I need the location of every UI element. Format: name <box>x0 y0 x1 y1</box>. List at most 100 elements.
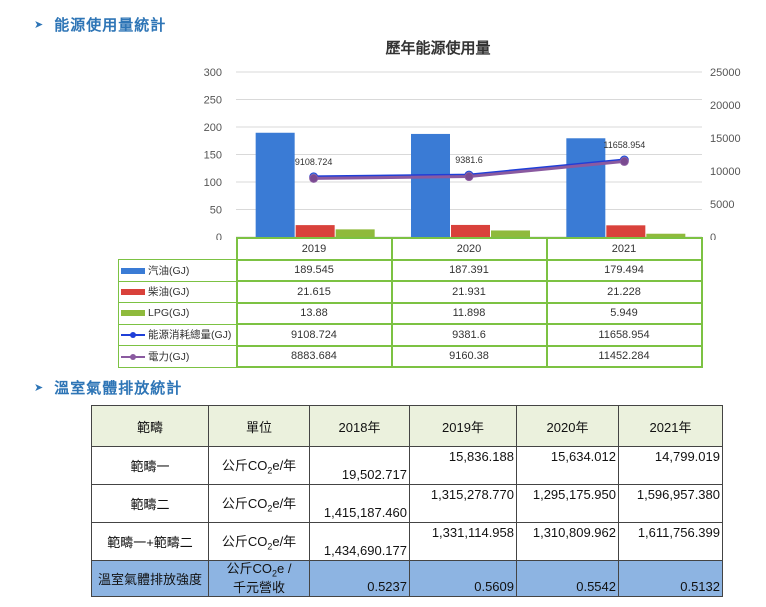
legend-diesel: 柴油(GJ) <box>118 280 237 303</box>
y-left-tick-label: 250 <box>204 95 222 107</box>
table-cell: 0.5132 <box>618 560 723 597</box>
table-cell: 1,596,957.380 <box>618 484 723 523</box>
table-cell: 0.5237 <box>309 560 410 597</box>
section-ghg-title: ➤ 溫室氣體排放統計 <box>34 377 182 398</box>
row-name: 範疇二 <box>91 484 209 523</box>
data-label: 9381.6 <box>455 155 483 165</box>
data-label: 13.88 <box>235 301 393 325</box>
section-energy-title: ➤ 能源使用量統計 <box>34 14 166 35</box>
table-cell: 15,634.012 <box>516 446 619 485</box>
table-cell: 15,836.188 <box>409 446 517 485</box>
column-header: 2020年 <box>516 405 619 447</box>
data-label: 9381.6 <box>390 323 548 347</box>
table-cell: 14,799.019 <box>618 446 723 485</box>
series-point <box>309 173 319 183</box>
bar <box>491 230 530 237</box>
table-row: 溫室氣體排放強度 公斤CO2e / 千元營收 0.5237 0.5609 0.55… <box>91 560 723 597</box>
data-label: 11452.284 <box>545 344 703 368</box>
data-label: 189.545 <box>235 258 393 282</box>
column-header: 2018年 <box>309 405 410 447</box>
data-label: 21.931 <box>390 280 548 304</box>
row-unit: 公斤CO2e/年 <box>208 446 310 485</box>
table-cell: 1,295,175.950 <box>516 484 619 523</box>
data-label: 21.615 <box>235 280 393 304</box>
legend-swatch <box>121 310 145 317</box>
legend-swatch <box>121 351 145 363</box>
y-right-tick-label: 20000 <box>710 100 741 112</box>
bar <box>295 225 335 237</box>
legend-gasoline: 汽油(GJ) <box>118 259 237 282</box>
bar <box>411 133 450 237</box>
data-label: 8883.684 <box>235 344 393 368</box>
row-name: 溫室氣體排放強度 <box>91 560 209 597</box>
data-label: 179.494 <box>545 258 703 282</box>
energy-chart: 歷年能源使用量 300 250 200 150 100 50 0 25000 20000 150… <box>204 39 741 240</box>
table-cell: 1,331,114.958 <box>409 522 517 561</box>
data-label: 11658.954 <box>603 140 645 150</box>
series-point <box>619 156 629 166</box>
bar <box>606 225 646 237</box>
ghg-table: 範疇 單位 2018年 2019年 2020年 2021年 範疇一 公斤CO2e… <box>91 405 723 597</box>
section-ghg-title-text: 溫室氣體排放統計 <box>54 379 183 397</box>
bar <box>646 233 686 237</box>
table-cell: 1,611,756.399 <box>618 522 723 561</box>
category-label: 2019 <box>235 237 393 261</box>
table-cell: 1,415,187.460 <box>309 484 410 523</box>
chart-title: 歷年能源使用量 <box>385 39 490 57</box>
legend-swatch <box>121 289 145 296</box>
data-label: 9108.724 <box>235 323 393 347</box>
table-cell: 1,310,809.962 <box>516 522 619 561</box>
data-label: 21.228 <box>545 280 703 304</box>
table-cell: 0.5542 <box>516 560 619 597</box>
row-name: 範疇一+範疇二 <box>91 522 209 561</box>
y-left-tick-label: 0 <box>216 232 222 240</box>
y-left-tick-label: 150 <box>204 150 222 162</box>
data-label: 187.391 <box>390 258 548 282</box>
category-label: 2021 <box>545 237 703 261</box>
y-left-tick-label: 200 <box>204 122 222 134</box>
table-cell: 1,315,278.770 <box>409 484 517 523</box>
y-right-tick-label: 25000 <box>710 67 741 79</box>
category-label: 2020 <box>390 237 548 261</box>
bar <box>566 138 606 237</box>
table-cell: 19,502.717 <box>309 446 410 485</box>
y-right-tick-label: 0 <box>710 232 716 240</box>
series-point <box>464 172 474 182</box>
bar <box>255 132 295 237</box>
table-row: 範疇一 公斤CO2e/年 19,502.717 15,836.188 15,63… <box>91 446 723 485</box>
legend-lpg: LPG(GJ) <box>118 302 237 325</box>
arrow-icon: ➤ <box>34 18 45 31</box>
table-cell: 0.5609 <box>409 560 517 597</box>
legend-electricity: 電力(GJ) <box>118 345 237 368</box>
bar <box>335 229 375 237</box>
chart-data-table: 2019 2020 2021 汽油(GJ) 189.545 187.391 17… <box>118 237 703 368</box>
arrow-icon: ➤ <box>34 381 45 394</box>
data-label: 5.949 <box>545 301 703 325</box>
legend-swatch <box>121 267 145 274</box>
y-left-tick-label: 50 <box>210 205 222 217</box>
column-header: 單位 <box>208 405 310 447</box>
row-unit: 公斤CO2e/年 <box>208 522 310 561</box>
y-right-tick-label: 15000 <box>710 133 741 145</box>
section-energy-title-text: 能源使用量統計 <box>54 16 167 34</box>
y-right-tick-label: 10000 <box>710 166 741 178</box>
row-unit: 公斤CO2e / 千元營收 <box>208 560 310 597</box>
table-row: 範疇二 公斤CO2e/年 1,415,187.460 1,315,278.770… <box>91 484 723 523</box>
column-header: 範疇 <box>91 405 209 447</box>
bar <box>451 224 490 237</box>
data-label: 9160.38 <box>390 344 548 368</box>
table-cell: 1,434,690.177 <box>309 522 410 561</box>
column-header: 2019年 <box>409 405 517 447</box>
y-left-tick-label: 100 <box>204 177 222 189</box>
table-row: 範疇一+範疇二 公斤CO2e/年 1,434,690.177 1,331,114… <box>91 522 723 561</box>
row-name: 範疇一 <box>91 446 209 485</box>
data-label: 11.898 <box>390 301 548 325</box>
data-label: 11658.954 <box>545 323 703 347</box>
y-left-tick-label: 300 <box>204 67 222 79</box>
column-header: 2021年 <box>618 405 723 447</box>
legend-swatch <box>121 329 145 341</box>
row-unit: 公斤CO2e/年 <box>208 484 310 523</box>
y-right-tick-label: 5000 <box>710 199 734 211</box>
data-label: 9108.724 <box>295 157 333 167</box>
legend-total-energy: 能源消耗總量(GJ) <box>118 323 237 346</box>
